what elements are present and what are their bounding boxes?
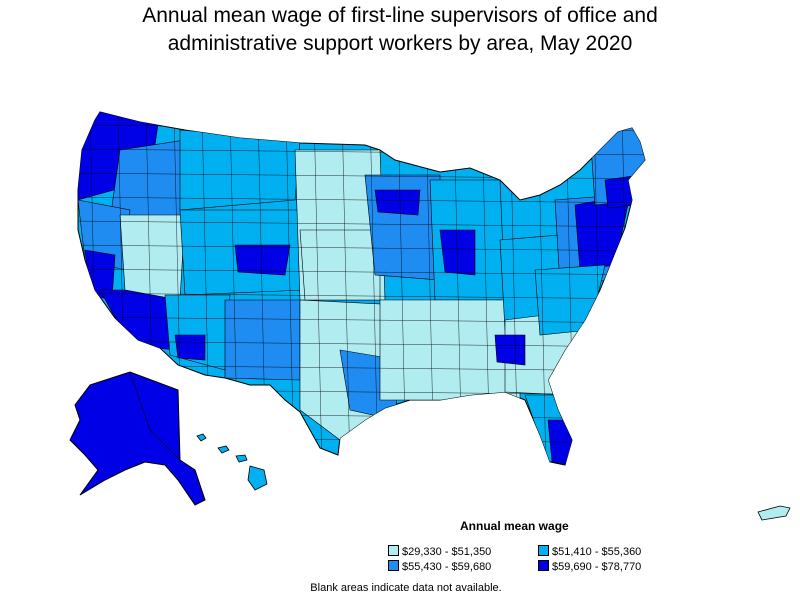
area-boundary-line (78, 268, 645, 276)
alaska-shape (69, 371, 206, 506)
data-availability-note: Blank areas indicate data not available. (310, 582, 502, 594)
legend-swatch-3 (388, 560, 399, 571)
legend-item-1: $29,330 - $51,350 (388, 545, 491, 559)
legend-item-2: $51,410 - $55,360 (538, 545, 641, 559)
area-boundary-line (78, 340, 645, 348)
hawaii-island-oahu (217, 445, 230, 454)
region-twin-cities (374, 189, 421, 216)
area-boundary-line (78, 244, 645, 252)
region-kansas-nebraska (299, 229, 381, 301)
hawaii-island-kauai (196, 433, 207, 442)
area-boundary-line (78, 292, 645, 300)
legend-label-3: $55,430 - $59,680 (402, 561, 492, 573)
legend-swatch-4 (538, 560, 549, 571)
legend-label-4: $59,690 - $78,770 (552, 561, 642, 573)
region-south-florida (547, 419, 576, 465)
area-boundary-line (78, 196, 645, 204)
alaska-region-boundary (129, 371, 181, 461)
legend-label-2: $51,410 - $55,360 (552, 546, 642, 558)
region-denver (234, 244, 291, 276)
region-atlanta (494, 334, 526, 366)
area-boundary-line (341, 112, 351, 465)
map-title-line-2: administrative support workers by area, … (167, 32, 633, 55)
legend-item-3: $55,430 - $59,680 (388, 560, 491, 574)
legend-title: Annual mean wage (460, 519, 569, 533)
region-virginia-carolinas (534, 264, 606, 336)
legend-swatch-1 (388, 545, 399, 556)
contiguous-us (77, 111, 646, 466)
legend-label-1: $29,330 - $51,350 (402, 546, 492, 558)
legend-item-4: $59,690 - $78,770 (538, 560, 641, 574)
region-chicago (439, 229, 476, 276)
map-title-line-1: Annual mean wage of first-line superviso… (142, 4, 658, 27)
puerto-rico-shape (757, 505, 791, 521)
region-southern-california (99, 289, 176, 351)
hawaii-island-big-island (247, 465, 268, 491)
region-nevada (119, 214, 186, 301)
hawaii (196, 433, 268, 491)
alaska (69, 371, 206, 506)
legend-swatch-2 (538, 545, 549, 556)
area-boundary-line (78, 220, 645, 228)
hawaii-island-maui (235, 454, 248, 463)
area-boundary-line (369, 112, 379, 465)
region-idaho-montana (179, 129, 301, 211)
map-title: Annual mean wage of first-line superviso… (0, 2, 800, 58)
region-phoenix (174, 334, 206, 361)
area-boundary-line (78, 316, 645, 324)
region-boston (604, 174, 641, 209)
puerto-rico (757, 505, 791, 521)
area-boundary-line (313, 112, 323, 465)
